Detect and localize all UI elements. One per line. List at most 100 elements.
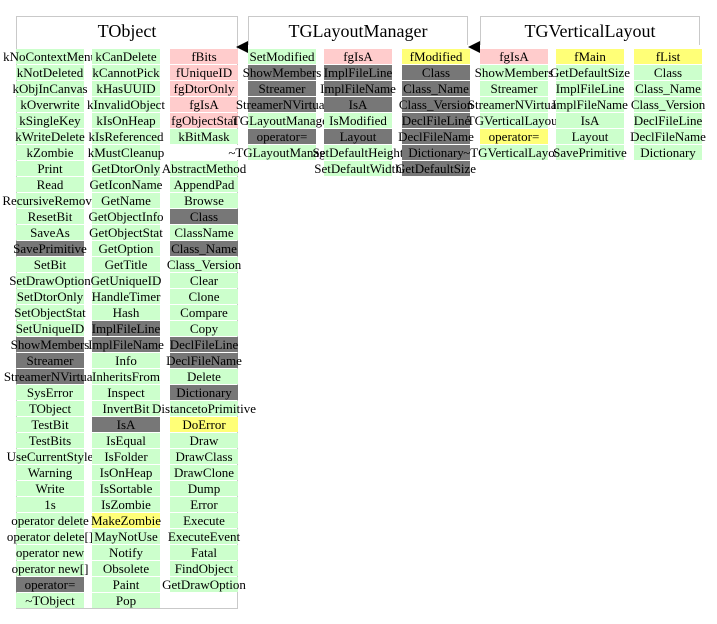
member-cell: ImplFileName [88,337,164,352]
member-cell: Inspect [92,385,160,400]
member-label: InvertBit [102,401,150,416]
tglayoutmanager-column-2: fgIsA ImplFileLine ImplFileName IsA IsModifi… [313,49,404,177]
member-label: GetUniqueID [90,273,162,288]
member-cell: DeclFileName [398,129,474,144]
member-label: DistancetoPrimitive [152,401,256,416]
member-label: Class [421,65,451,80]
member-cell: SetBit [16,257,84,272]
member-cell: GetObjectInfo [88,209,164,224]
member-label: 1s [44,497,56,512]
member-label: fUniqueID [175,65,233,80]
member-cell: SysError [16,385,84,400]
member-label: IsSortable [99,481,153,496]
member-cell: GetName [92,193,160,208]
member-label: operator= [488,129,540,144]
member-cell: SetObjectStat [14,305,86,320]
member-label: Class_Name [171,241,237,256]
member-cell: DistancetoPrimitive [152,401,256,416]
member-label: SetUniqueID [15,321,85,336]
member-label: Inspect [107,385,145,400]
member-label: FindObject [174,561,234,576]
member-cell: kNotDeleted [16,65,84,80]
member-label: Class_Version [166,257,242,272]
member-label: kNotDeleted [16,65,84,80]
member-cell: GetDefaultSize [396,161,476,176]
member-label: kNoContextMenu [3,49,97,64]
member-label: kHasUUID [96,81,156,96]
member-label: MayNotUse [94,529,158,544]
member-cell: Error [170,497,238,512]
member-label: TGLayoutManager [231,113,333,128]
member-cell: ~TObject [16,593,84,608]
class-box-tglayoutmanager: TGLayoutManager [248,16,468,45]
member-cell: IsA [92,417,160,432]
member-label: ImplFileLine [555,81,625,96]
member-label: Notify [109,545,143,560]
member-cell: Dump [170,481,238,496]
member-label: SetBit [33,257,67,272]
member-cell: SetModified [248,49,316,64]
member-label: Info [115,353,137,368]
member-label: TestBit [31,417,69,432]
member-cell: SetUniqueID [16,321,84,336]
member-cell: Obsolete [92,561,160,576]
member-cell: ExecuteEvent [167,529,241,544]
member-label: Write [35,481,65,496]
member-label: kZombie [26,145,74,160]
member-cell: Fatal [170,545,238,560]
member-cell: Layout [556,129,624,144]
member-cell: ClassName [170,225,238,240]
member-label: operator= [24,577,76,592]
member-cell: kOverwrite [16,97,84,112]
member-label: StreamerNVirtual [235,97,329,112]
member-cell: TGVerticalLayout [467,113,561,128]
member-cell: Paint [92,577,160,592]
member-label: DeclFileLine [633,113,703,128]
member-label: Browse [184,193,224,208]
member-cell: GetIconName [90,177,162,192]
tobject-column-2: kCanDelete kCannotPick kHasUUID kInvalidObj… [87,49,165,609]
member-cell: SetDrawOption [9,273,91,288]
member-label: Class_Name [403,81,469,96]
member-cell: TestBits [16,433,84,448]
member-label: GetDefaultSize [395,161,477,176]
member-cell: IsFolder [92,449,160,464]
member-label: Streamer [258,81,306,96]
member-cell: Write [16,481,84,496]
member-cell: Streamer [16,353,84,368]
member-label: fMain [574,49,606,64]
member-label: ExecuteEvent [167,529,241,544]
member-cell: kNoContextMenu [3,49,97,64]
member-label: operator new[] [11,561,89,576]
member-cell: UseCurrentStyle [7,449,93,464]
member-label: SavePrimitive [553,145,627,160]
member-cell: Copy [170,321,238,336]
member-cell: kWriteDelete [15,129,85,144]
member-cell: fList [634,49,702,64]
member-cell: GetDtorOnly [92,161,160,176]
member-cell: fBits [170,49,238,64]
member-label: ~TObject [25,593,75,608]
member-label: Draw [189,433,219,448]
member-label: DeclFileName [630,129,706,144]
tgverticallayout-column-3: fList Class Class_Name Class_Version DeclFil… [630,49,706,161]
member-label: StreamerNVirtual [3,369,97,384]
member-label: kInvalidObject [87,97,165,112]
member-cell: Layout [324,129,392,144]
member-cell: SavePrimitive [13,241,87,256]
member-label: fgIsA [343,49,373,64]
member-cell: Dictionary [402,145,470,160]
member-label: MakeZombie [90,513,162,528]
member-label: Dictionary [408,145,464,160]
member-cell: ImplFileLine [92,321,160,336]
member-cell: Class_Version [166,257,242,272]
member-label: ImplFileName [552,97,628,112]
member-cell: DeclFileLine [170,337,238,352]
member-cell: StreamerNVirtual [4,369,96,384]
member-label: SetModified [249,49,315,64]
member-cell: kMustCleanup [88,145,164,160]
member-label: ImplFileName [88,337,164,352]
member-cell: DeclFileLine [634,113,702,128]
member-cell: StreamerNVirtual [468,97,560,112]
member-label: Pop [115,593,137,608]
